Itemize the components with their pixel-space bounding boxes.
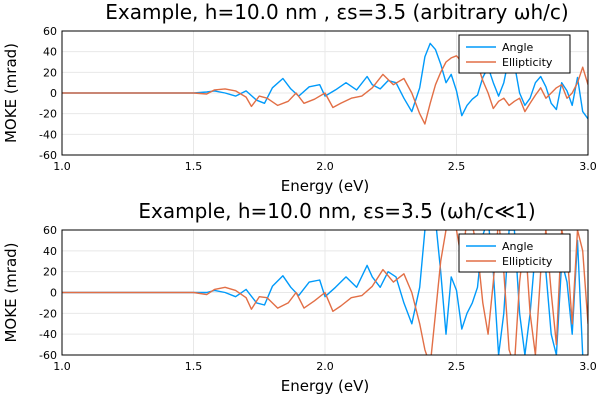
- y-tick-label: 20: [43, 266, 57, 279]
- y-tick-label: -20: [39, 108, 57, 121]
- y-axis-label: MOKE (mrad): [2, 242, 20, 342]
- y-tick-label: -60: [39, 349, 57, 362]
- x-tick-label: 1.5: [185, 360, 203, 373]
- x-tick-label: 2.5: [448, 160, 466, 173]
- legend: Angle Ellipticity: [458, 34, 571, 74]
- y-tick-label: 40: [43, 245, 57, 258]
- x-axis-label: Energy (eV): [281, 177, 369, 195]
- series-line-ellipticity: [62, 230, 588, 355]
- plot-frame: [61, 229, 589, 356]
- y-tick-label: 0: [50, 87, 57, 100]
- x-tick-label: 2.0: [316, 360, 334, 373]
- plot-frame: [61, 30, 589, 156]
- x-tick-label: 1.0: [53, 360, 71, 373]
- legend-label-ellipticity: Ellipticity: [502, 255, 553, 268]
- chart-panel-2: 1.0 1.5 2.0 2.5 3.0 -60 -40 -20 0 20 40 60 Example, …: [2, 199, 597, 395]
- y-tick-label: 0: [50, 287, 57, 300]
- legend-label-angle: Angle: [502, 240, 534, 253]
- x-tick-label: 3.0: [579, 160, 597, 173]
- legend-label-angle: Angle: [502, 41, 534, 54]
- y-tick-label: -40: [39, 328, 57, 341]
- x-tick-label: 3.0: [579, 360, 597, 373]
- y-tick-label: -60: [39, 149, 57, 162]
- chart-title: Example, h=10.0 nm, εs=3.5 (ωh/c≪1): [138, 199, 535, 223]
- legend-box: [458, 34, 571, 74]
- legend: Angle Ellipticity: [458, 233, 571, 273]
- x-tick-label: 1.5: [185, 160, 203, 173]
- y-axis-label: MOKE (mrad): [2, 43, 20, 143]
- x-tick-label: 2.0: [316, 160, 334, 173]
- series-line-angle: [62, 42, 588, 120]
- y-tick-label: -20: [39, 307, 57, 320]
- y-tick-label: 60: [43, 224, 57, 237]
- x-tick-label: 1.0: [53, 160, 71, 173]
- x-tick-label: 2.5: [448, 360, 466, 373]
- y-tick-label: 40: [43, 46, 57, 59]
- y-tick-label: 20: [43, 66, 57, 79]
- y-tick-label: 60: [43, 25, 57, 38]
- chart-panel-1: 1.0 1.5 2.0 2.5 3.0 -60 -40 -20 0 20 40 60 Example, …: [2, 0, 597, 195]
- legend-box: [458, 233, 571, 273]
- x-axis-label: Energy (eV): [281, 377, 369, 395]
- series-line-ellipticity: [62, 55, 588, 125]
- legend-label-ellipticity: Ellipticity: [502, 56, 553, 69]
- chart-title: Example, h=10.0 nm , εs=3.5 (arbitrary ω…: [105, 0, 568, 24]
- y-tick-label: -40: [39, 128, 57, 141]
